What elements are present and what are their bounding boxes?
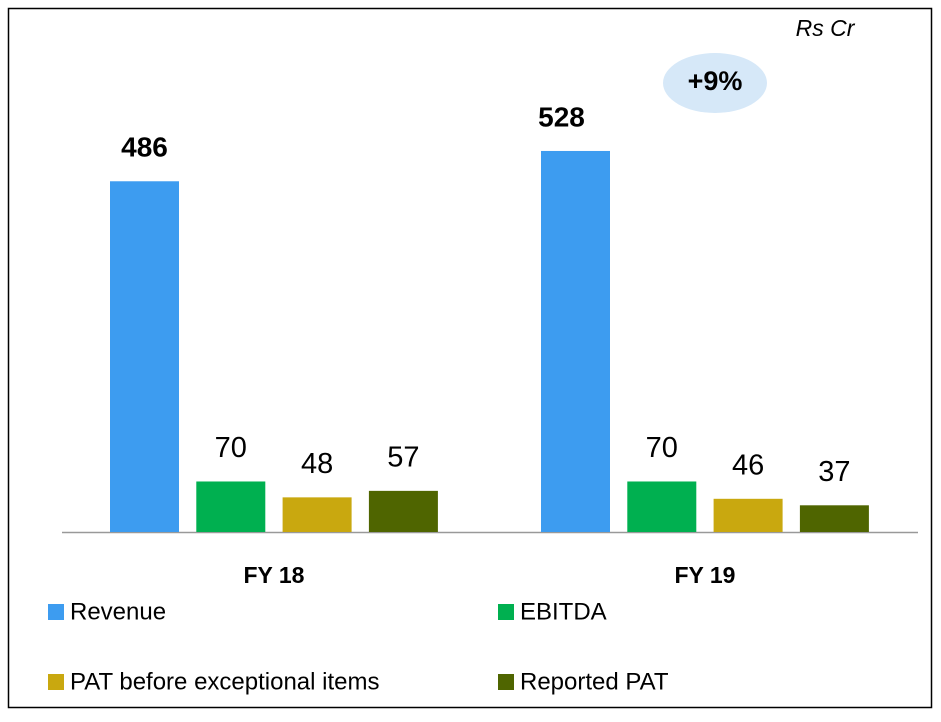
data-label: 37: [818, 456, 850, 488]
growth-bubble: [663, 53, 767, 113]
bar: [799, 505, 869, 532]
data-label: 48: [301, 448, 333, 480]
legend-swatch: [498, 674, 514, 690]
legend-label: PAT before exceptional items: [70, 668, 380, 695]
legend-label: EBITDA: [520, 598, 607, 625]
bar: [196, 481, 266, 532]
data-label: 57: [387, 442, 419, 474]
data-label: 46: [732, 449, 764, 481]
x-tick-label: FY 19: [674, 562, 735, 588]
legend-label: Reported PAT: [520, 668, 669, 695]
bar: [368, 490, 438, 532]
unit-label: Rs Cr: [796, 15, 856, 41]
data-label: 486: [121, 132, 168, 163]
bar: [627, 481, 697, 532]
legend-swatch: [48, 604, 64, 620]
bar: [110, 181, 179, 532]
x-tick-label: FY 18: [243, 562, 304, 588]
data-label: 70: [215, 432, 247, 464]
data-label: 70: [646, 432, 678, 464]
legend-swatch: [498, 604, 514, 620]
legend-label: Revenue: [70, 598, 166, 625]
frame: [7, 7, 933, 709]
bar: [541, 150, 610, 532]
growth-annotation: +9%: [688, 66, 743, 96]
bar: [282, 497, 352, 532]
bar: [713, 498, 783, 532]
data-label: 528: [538, 101, 585, 132]
legend-swatch: [48, 674, 64, 690]
